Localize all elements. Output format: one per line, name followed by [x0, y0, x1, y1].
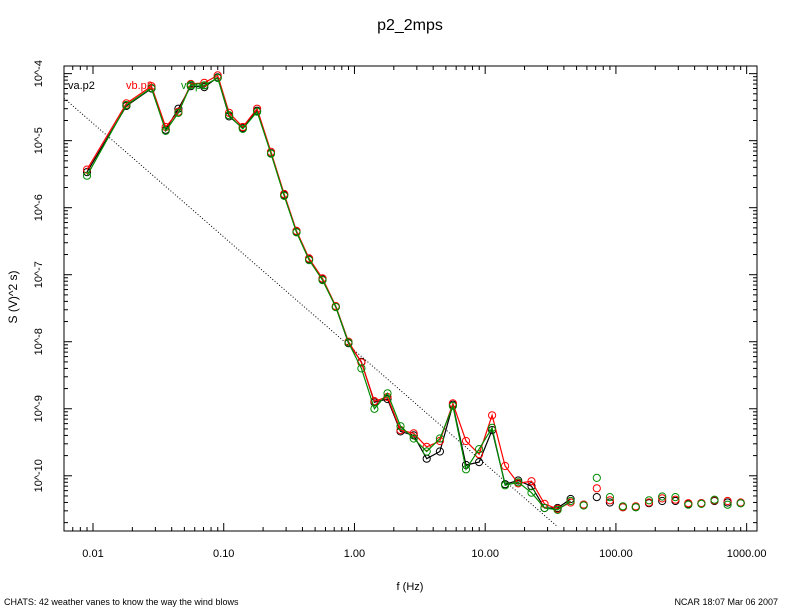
data-point: [605, 498, 615, 507]
data-point: [631, 503, 640, 512]
data-point: [579, 501, 588, 510]
x-tick-label: 0.10: [213, 548, 234, 560]
data-point: [566, 496, 575, 506]
plot-frame: [63, 65, 758, 532]
data-point: [174, 108, 183, 117]
y-tick-label: 10^-8: [33, 328, 45, 355]
data-point: [213, 73, 222, 83]
data-point: [253, 107, 262, 116]
y-axis-label: S (V)^2 s): [6, 271, 20, 324]
data-point: [527, 482, 536, 491]
data-point: [435, 447, 444, 456]
data-point: [422, 447, 431, 456]
data-point: [658, 496, 667, 506]
data-point: [605, 496, 615, 505]
y-tick-label: 10^-10: [33, 459, 45, 492]
data-point: [383, 394, 392, 404]
data-point: [238, 124, 247, 133]
data-point: [225, 111, 234, 120]
data-point: [527, 488, 536, 497]
series-vb.p2: [82, 71, 745, 513]
legend: va.p2 vb.p2 vc.p2: [68, 80, 207, 92]
data-point: [225, 108, 234, 117]
data-point: [305, 256, 314, 265]
data-point: [553, 505, 562, 514]
x-tick-label: 1.00: [344, 548, 365, 560]
data-point: [200, 81, 209, 90]
data-point: [644, 498, 654, 507]
data-point: [501, 481, 510, 490]
series-line: [86, 77, 571, 511]
legend-entry: vb.p2: [126, 80, 153, 92]
legend-entry: vc.p2: [181, 80, 207, 92]
data-point: [357, 364, 366, 373]
data-point: [540, 503, 549, 513]
y-tick-label: 10^-4: [33, 60, 45, 87]
data-point: [697, 499, 706, 508]
data-point: [671, 493, 680, 502]
data-point: [122, 100, 131, 110]
data-point: [435, 434, 444, 443]
data-point: [475, 458, 484, 467]
footer-timestamp: NCAR 18:07 Mar 06 2007: [674, 597, 778, 607]
data-point: [488, 411, 497, 420]
data-point: [658, 492, 667, 501]
data-point: [292, 228, 301, 237]
data-point: [161, 126, 170, 135]
data-point: [592, 493, 601, 502]
series-layer: [82, 71, 745, 514]
data-point: [331, 302, 340, 312]
data-point: [186, 80, 195, 90]
y-tick-label: 10^-5: [33, 127, 45, 154]
data-point: [592, 473, 601, 482]
data-point: [461, 436, 471, 446]
y-tick-label: 10^-6: [33, 194, 45, 221]
data-point: [710, 495, 719, 504]
data-point: [409, 434, 418, 443]
data-point: [409, 429, 418, 438]
data-point: [461, 465, 471, 474]
data-point: [488, 423, 497, 432]
y-tick-label: 10^-9: [33, 395, 45, 422]
data-point: [514, 478, 523, 487]
data-point: [618, 502, 628, 511]
chart-title: p2_2mps: [377, 17, 443, 34]
data-point: [147, 83, 156, 93]
data-point: [266, 149, 276, 158]
x-tick-label: 10.00: [471, 548, 499, 560]
data-point: [318, 276, 327, 285]
data-point: [344, 338, 353, 347]
reference-slope-line: [63, 97, 557, 527]
data-point: [383, 389, 392, 398]
y-tick-label: 10^-7: [33, 261, 45, 288]
series-va.p2: [82, 73, 745, 513]
footer-caption: CHATS: 42 weather vanes to know the way …: [4, 597, 239, 607]
data-point: [605, 493, 615, 502]
x-tick-label: 100.00: [599, 548, 633, 560]
data-point: [736, 499, 745, 508]
data-point: [396, 422, 405, 431]
data-point: [82, 171, 92, 180]
data-point: [280, 191, 289, 200]
series-vc.p2: [82, 73, 745, 514]
x-tick-label: 1000.00: [727, 548, 767, 560]
x-axis-label: f (Hz): [397, 581, 424, 593]
data-point: [592, 484, 601, 493]
data-point: [527, 477, 536, 486]
data-point: [723, 496, 732, 506]
reference-line-layer: [63, 97, 557, 527]
data-point: [475, 445, 484, 454]
data-point: [370, 404, 379, 413]
axis-ticks: 0.01 0.10 1.00 10.00 100.00 1000.00 10^-10 10^-…: [33, 60, 767, 560]
legend-entry: va.p2: [68, 80, 95, 92]
data-point: [501, 461, 510, 471]
data-point: [671, 495, 680, 504]
data-point: [723, 500, 732, 509]
data-point: [448, 401, 457, 411]
data-point: [644, 496, 654, 505]
data-point: [422, 442, 431, 451]
data-point: [684, 500, 693, 509]
x-tick-label: 0.01: [82, 548, 103, 560]
